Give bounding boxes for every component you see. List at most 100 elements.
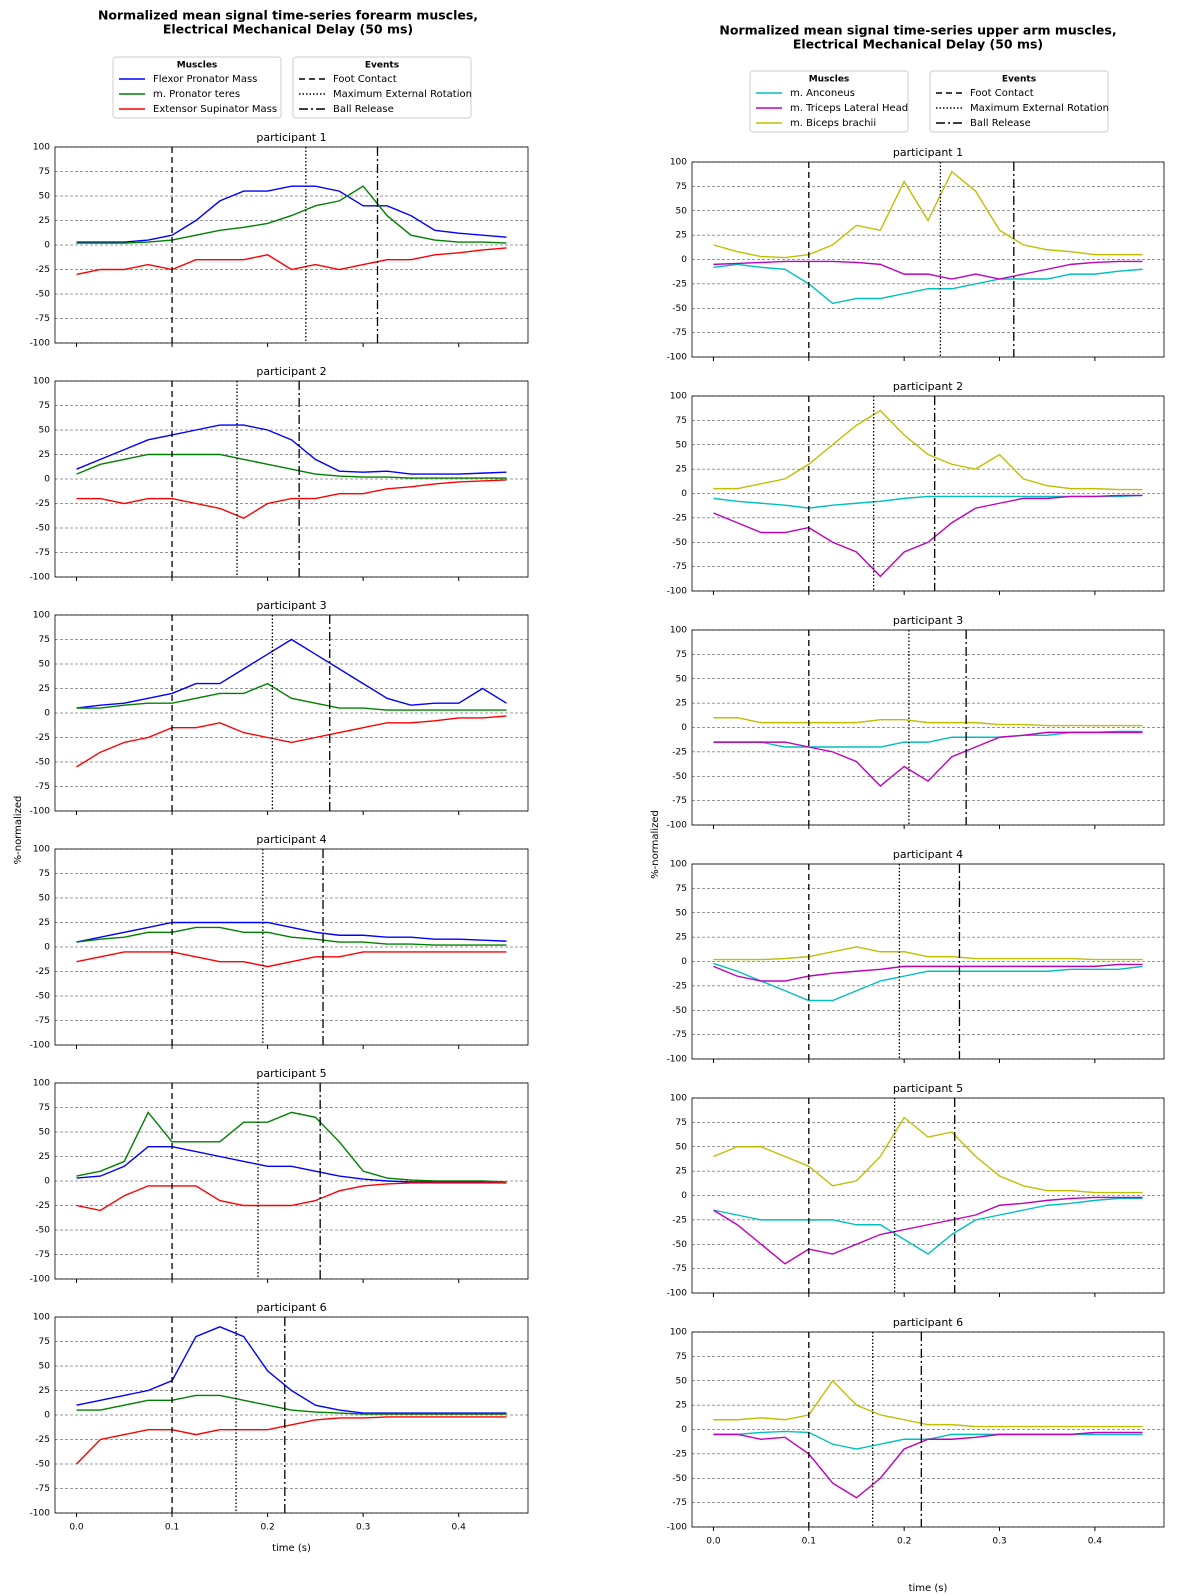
series-line: [713, 494, 1143, 578]
series-line: [713, 717, 1143, 727]
y-tick-label: 25: [39, 1152, 50, 1162]
y-tick-label: 100: [670, 860, 687, 870]
legend-title: Muscles: [809, 75, 850, 85]
y-tick-label: -100: [667, 1055, 688, 1065]
y-tick-label: 100: [670, 626, 687, 636]
y-tick-label: 75: [39, 635, 50, 645]
y-tick-label: 0: [44, 1177, 50, 1187]
figure-title: Normalized mean signal time-series upper…: [719, 23, 1116, 38]
y-tick-label: -25: [35, 499, 50, 509]
y-tick-label: 75: [39, 869, 50, 879]
series-line: [76, 682, 507, 711]
y-tick-label: -25: [672, 747, 687, 757]
y-tick-label: -100: [30, 1275, 51, 1285]
figure-title: Normalized mean signal time-series forea…: [98, 8, 478, 23]
series-line: [76, 479, 507, 519]
y-tick-label: -100: [30, 1509, 51, 1519]
y-tick-label: 100: [33, 1079, 50, 1089]
series-line: [713, 946, 1143, 961]
y-tick-label: 25: [39, 216, 50, 226]
y-tick-label: -25: [672, 279, 687, 289]
y-tick-label: -100: [667, 1289, 688, 1299]
series-line: [76, 715, 507, 768]
legend-box: [749, 70, 909, 133]
y-tick-label: -50: [35, 524, 50, 534]
y-tick-label: 0: [681, 1191, 687, 1201]
legend-label: Ball Release: [970, 118, 1031, 129]
y-tick-label: 50: [39, 426, 51, 436]
y-tick-label: -25: [35, 265, 50, 275]
series-line: [75, 1416, 507, 1465]
y-tick-label: 75: [676, 416, 687, 426]
legend-label: m. Pronator teres: [153, 89, 240, 100]
series-line: [713, 1116, 1143, 1194]
y-tick-label: -50: [35, 992, 50, 1002]
y-tick-label: 0: [681, 723, 687, 733]
y-tick-label: -100: [667, 1523, 688, 1533]
y-tick-label: -100: [30, 573, 51, 583]
y-tick-label: 50: [39, 660, 51, 670]
y-tick-label: -50: [672, 538, 687, 548]
y-tick-label: 75: [676, 650, 687, 660]
legend-box: [929, 70, 1109, 133]
series-line: [713, 260, 1143, 280]
axes-frame: [691, 161, 1165, 358]
subplot-title: participant 5: [256, 1067, 326, 1080]
y-tick-label: -25: [672, 1215, 687, 1225]
series-line: [713, 170, 1143, 259]
y-tick-label: -75: [672, 562, 687, 572]
y-axis-label: %-normalized: [650, 810, 661, 879]
series-line: [713, 730, 1143, 748]
legend-label: Maximum External Rotation: [970, 103, 1109, 114]
y-tick-label: 25: [676, 1167, 687, 1177]
legend-label: Extensor Supinator Mass: [153, 104, 277, 115]
series-line: [713, 494, 1143, 509]
subplot-title: participant 3: [893, 614, 963, 627]
legend-label: Maximum External Rotation: [333, 89, 472, 100]
y-tick-label: 50: [676, 206, 688, 216]
y-tick-label: -100: [30, 807, 51, 817]
series-line: [76, 1182, 507, 1212]
axes-frame: [54, 380, 529, 578]
legend-label: m. Anconeus: [790, 88, 855, 99]
series-line: [76, 1145, 507, 1184]
y-tick-label: -75: [35, 1250, 50, 1260]
y-tick-label: 25: [676, 699, 687, 709]
y-tick-label: 100: [670, 1328, 687, 1338]
y-tick-label: -25: [35, 733, 50, 743]
y-tick-label: -25: [672, 1449, 687, 1459]
y-tick-label: 50: [676, 674, 688, 684]
y-tick-label: 50: [676, 1376, 688, 1386]
y-tick-label: 0: [44, 1411, 50, 1421]
series-line: [713, 731, 1143, 787]
axes-frame: [54, 1082, 529, 1280]
legend-label: Flexor Pronator Mass: [153, 74, 257, 85]
legend-label: Ball Release: [333, 104, 394, 115]
legend-title: Events: [365, 61, 399, 71]
x-axis-label: time (s): [909, 1583, 948, 1594]
subplot-title: participant 2: [256, 365, 326, 378]
y-tick-label: 50: [39, 1128, 51, 1138]
y-tick-label: 75: [39, 401, 50, 411]
y-tick-label: -50: [35, 758, 50, 768]
x-tick-label: 0.2: [260, 1523, 274, 1533]
y-tick-label: -25: [672, 981, 687, 991]
subplot-title: participant 1: [256, 131, 326, 144]
axes-frame: [691, 863, 1165, 1060]
subplot-title: participant 6: [893, 1316, 963, 1329]
series-line: [713, 1196, 1143, 1265]
x-tick-label: 0.0: [706, 1537, 721, 1547]
subplot-title: participant 6: [256, 1301, 326, 1314]
y-tick-label: 100: [33, 611, 50, 621]
axes-frame: [691, 1331, 1165, 1528]
y-tick-label: -25: [35, 1435, 50, 1445]
legend-label: m. Triceps Lateral Head: [790, 103, 908, 114]
y-tick-label: -100: [30, 339, 51, 349]
series-line: [76, 1111, 507, 1183]
y-tick-label: -75: [672, 1030, 687, 1040]
x-tick-label: 0.2: [897, 1537, 911, 1547]
series-line: [76, 1394, 507, 1415]
axes-frame: [54, 848, 529, 1046]
y-tick-label: -75: [35, 782, 50, 792]
y-tick-label: 50: [676, 908, 688, 918]
